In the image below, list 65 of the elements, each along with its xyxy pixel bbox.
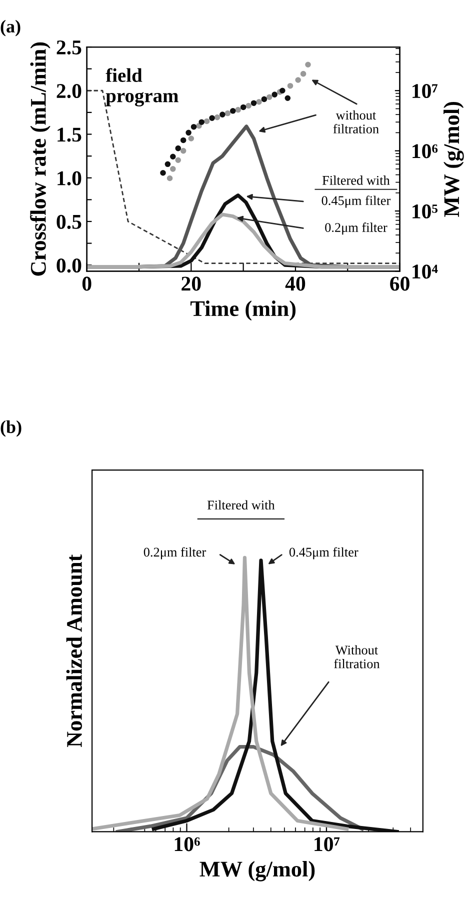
x-axis-title: MW (g/mol) bbox=[200, 860, 315, 882]
annotation: Filtered with bbox=[322, 176, 390, 185]
point bbox=[198, 119, 204, 125]
point bbox=[250, 100, 257, 106]
x-tick-label: 60 bbox=[390, 276, 410, 291]
y2-tick-label: 10⁵ bbox=[412, 204, 438, 218]
annotation: 0.45μm filter bbox=[322, 196, 391, 208]
point bbox=[300, 70, 306, 77]
point bbox=[196, 122, 202, 129]
y2-axis-title: MW (g/mol) bbox=[444, 102, 464, 217]
chart-title: (a) bbox=[0, 20, 20, 36]
annotation: without filtration bbox=[333, 110, 379, 134]
y-tick-label: 1.5 bbox=[58, 128, 82, 142]
chart-title: (b) bbox=[0, 420, 22, 437]
annotation: 0.2μm filter bbox=[144, 547, 206, 560]
annotation: field program bbox=[106, 68, 178, 106]
point bbox=[266, 94, 272, 100]
y-axis-title: Normalized Amount bbox=[66, 554, 82, 748]
point bbox=[166, 175, 173, 182]
annotation: 0.2μm filter bbox=[325, 222, 388, 235]
point bbox=[190, 124, 197, 130]
point bbox=[295, 77, 301, 83]
line-series bbox=[86, 212, 400, 269]
x-tick-label: 0 bbox=[82, 276, 92, 291]
point bbox=[256, 98, 262, 105]
y-axis-title: Crossflow rate (mL/min) bbox=[30, 42, 50, 276]
point bbox=[240, 104, 246, 110]
point bbox=[246, 102, 252, 109]
point bbox=[287, 82, 294, 89]
point bbox=[175, 145, 182, 152]
point bbox=[180, 148, 186, 154]
point bbox=[280, 88, 286, 94]
point bbox=[305, 62, 311, 68]
point bbox=[186, 130, 192, 136]
point bbox=[204, 118, 210, 124]
y-tick-label: 2.5 bbox=[56, 40, 82, 55]
x-axis-title: Time (min) bbox=[190, 300, 296, 321]
point bbox=[170, 166, 176, 172]
point bbox=[272, 92, 278, 98]
point bbox=[261, 96, 268, 102]
y2-tick-label: 10⁶ bbox=[412, 144, 438, 158]
point bbox=[170, 154, 176, 160]
point bbox=[235, 106, 241, 113]
y-tick-label: 0.0 bbox=[56, 258, 82, 273]
text: Filtered with bbox=[207, 500, 275, 510]
point bbox=[224, 110, 231, 116]
point bbox=[175, 157, 182, 164]
point bbox=[284, 95, 291, 102]
point bbox=[160, 170, 166, 176]
annotation: Without filtration bbox=[334, 645, 380, 668]
point bbox=[230, 108, 236, 114]
point bbox=[180, 137, 186, 144]
point bbox=[164, 161, 171, 168]
annotation: 0.45μm filter bbox=[289, 547, 358, 560]
x-tick-label: 20 bbox=[182, 276, 201, 291]
y-tick-label: 0.5 bbox=[56, 214, 82, 229]
point bbox=[214, 114, 220, 120]
point bbox=[188, 136, 194, 142]
point bbox=[220, 112, 226, 118]
y-tick-label: 2.0 bbox=[56, 84, 82, 98]
y2-tick-label: 10⁴ bbox=[412, 264, 438, 279]
y-tick-label: 1.0 bbox=[58, 171, 82, 186]
point bbox=[209, 115, 215, 121]
y2-tick-label: 10⁷ bbox=[412, 84, 438, 98]
x-tick-label: 40 bbox=[285, 276, 306, 291]
